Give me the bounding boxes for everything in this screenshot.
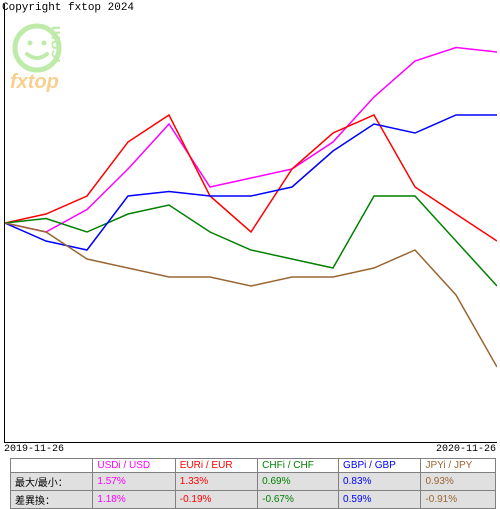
chart-lines bbox=[5, 4, 497, 442]
max-euri: 1.33% bbox=[175, 473, 257, 491]
max-usdi: 1.57% bbox=[93, 473, 175, 491]
legend-jpyi: JPYi / JPY bbox=[421, 459, 496, 473]
legend-usdi: USDi / USD bbox=[93, 459, 175, 473]
legend-table: USDi / USD EURi / EUR CHFi / CHF GBPi / … bbox=[10, 458, 496, 509]
x-axis-start: 2019-11-26 bbox=[4, 444, 64, 455]
chart-container: Copyright fxtop 2024 .com fxtop 2019-11-… bbox=[0, 0, 500, 500]
legend-header-row: USDi / USD EURi / EUR CHFi / CHF GBPi / … bbox=[11, 459, 496, 473]
line-jpyi bbox=[5, 223, 497, 367]
max-jpyi: 0.93% bbox=[421, 473, 496, 491]
legend-max-label: 最大/最小： bbox=[11, 473, 93, 491]
chart-plot-area bbox=[4, 4, 497, 443]
x-axis-end: 2020-11-26 bbox=[436, 444, 496, 455]
max-chfi: 0.69% bbox=[258, 473, 339, 491]
legend-max-row: 最大/最小： 1.57% 1.33% 0.69% 0.83% 0.93% bbox=[11, 473, 496, 491]
legend-empty-cell bbox=[11, 459, 93, 473]
max-gbpi: 0.83% bbox=[339, 473, 421, 491]
legend-euri: EURi / EUR bbox=[175, 459, 257, 473]
legend-gbpi: GBPi / GBP bbox=[339, 459, 421, 473]
line-chfi bbox=[5, 196, 497, 286]
legend-chfi: CHFi / CHF bbox=[258, 459, 339, 473]
